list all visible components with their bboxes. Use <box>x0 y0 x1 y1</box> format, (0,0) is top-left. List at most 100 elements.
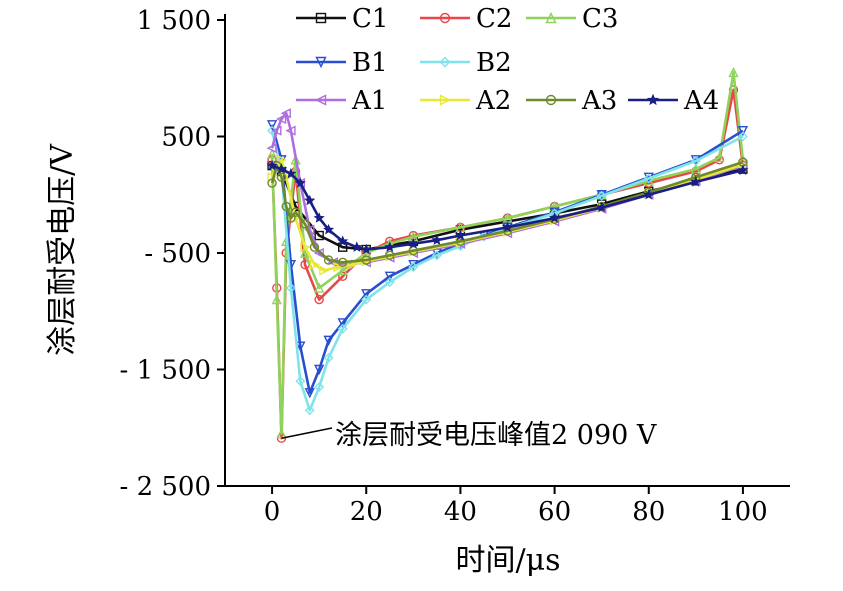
data-point <box>309 259 321 270</box>
data-point <box>596 201 608 213</box>
data-point <box>351 241 363 252</box>
data-point <box>408 245 419 256</box>
legend: C1 C2 C3 B1 B2 A1 A2 A3 A4 <box>296 4 719 116</box>
data-point <box>333 261 344 273</box>
data-point <box>549 212 561 223</box>
data-point <box>690 176 702 187</box>
data-point <box>385 250 395 261</box>
x-tick-label: 20 <box>350 497 383 527</box>
data-point <box>361 255 371 265</box>
data-point <box>323 335 334 346</box>
legend-label: A2 <box>475 86 511 116</box>
legend-label: A3 <box>581 86 617 116</box>
data-point <box>304 405 315 416</box>
plot-layer <box>266 66 749 443</box>
y-tick-label: 500 <box>161 123 211 153</box>
legend-marker <box>439 12 451 24</box>
x-axis-label: 时间/μs <box>456 543 561 578</box>
data-point <box>384 277 395 288</box>
data-point <box>276 172 287 182</box>
data-point <box>275 113 287 125</box>
data-point <box>338 257 348 268</box>
data-point <box>290 207 301 217</box>
y-tick-label: - 2 500 <box>120 472 211 502</box>
data-point <box>337 318 348 329</box>
data-point <box>643 173 654 184</box>
data-point <box>280 108 291 119</box>
legend-label: C3 <box>582 4 618 34</box>
data-point <box>313 212 325 223</box>
data-point <box>304 388 315 399</box>
axes <box>224 14 790 487</box>
legend-label: C1 <box>352 4 388 34</box>
data-point <box>454 229 466 241</box>
data-point <box>361 294 372 305</box>
data-point <box>266 120 278 131</box>
data-point <box>304 194 316 206</box>
data-point <box>691 166 701 177</box>
x-tick-label: 60 <box>538 497 571 527</box>
legend-item: A4 <box>628 86 719 116</box>
data-point <box>323 223 335 235</box>
data-point <box>309 242 320 252</box>
legend-label: A1 <box>351 86 387 116</box>
legend-item: C1 <box>296 4 388 34</box>
data-point <box>314 282 325 293</box>
legend-marker <box>439 56 451 68</box>
series-line <box>270 71 745 435</box>
data-point <box>431 250 442 261</box>
y-tick-label: - 500 <box>144 239 211 269</box>
data-point <box>596 190 607 201</box>
legend-marker <box>545 94 557 106</box>
data-point <box>361 289 372 300</box>
x-tick-label: 0 <box>264 497 281 527</box>
legend-marker <box>314 94 327 106</box>
x-ticks: 0 20 40 60 80 100 <box>264 486 768 527</box>
y-tick-label: - 1 500 <box>120 356 211 386</box>
data-point <box>337 264 348 276</box>
data-point <box>643 188 655 200</box>
data-point <box>300 242 311 253</box>
data-point <box>319 265 330 276</box>
data-point <box>276 154 288 165</box>
data-point <box>267 178 277 188</box>
y-tick-label: 1 500 <box>137 6 211 36</box>
data-point <box>323 255 334 265</box>
legend-label: A4 <box>683 86 719 116</box>
legend-label: B2 <box>476 48 512 78</box>
data-point <box>285 282 296 293</box>
legend-item: B2 <box>420 48 512 78</box>
data-point <box>266 148 278 159</box>
x-tick-label: 100 <box>718 497 768 527</box>
legend-marker <box>315 12 327 24</box>
data-point <box>295 376 306 387</box>
x-tick-label: 40 <box>444 497 477 527</box>
legend-label: B1 <box>352 48 388 78</box>
data-point <box>737 131 748 142</box>
annotation-text: 涂层耐受电压峰值2 090 V <box>335 420 657 451</box>
legend-item: A1 <box>296 86 387 116</box>
data-point <box>286 213 296 223</box>
y-ticks: 1 500 500 - 500 - 1 500 - 2 500 <box>120 6 225 502</box>
legend-marker <box>545 11 557 24</box>
data-point <box>314 230 324 241</box>
data-point <box>271 294 282 305</box>
data-point <box>728 66 739 78</box>
legend-item: C3 <box>526 4 618 34</box>
legend-marker <box>646 93 660 106</box>
data-point <box>300 219 310 229</box>
data-point <box>431 234 443 245</box>
legend-item: A2 <box>420 86 511 116</box>
series-B2 <box>267 125 748 416</box>
series-A4 <box>266 159 749 255</box>
series-line <box>270 130 744 412</box>
data-point <box>275 163 288 174</box>
data-point <box>285 167 297 179</box>
data-point <box>281 201 291 212</box>
data-point <box>266 143 277 154</box>
data-point <box>737 164 749 175</box>
legend-marker <box>439 94 452 106</box>
data-point <box>337 235 349 247</box>
data-point <box>690 155 701 166</box>
